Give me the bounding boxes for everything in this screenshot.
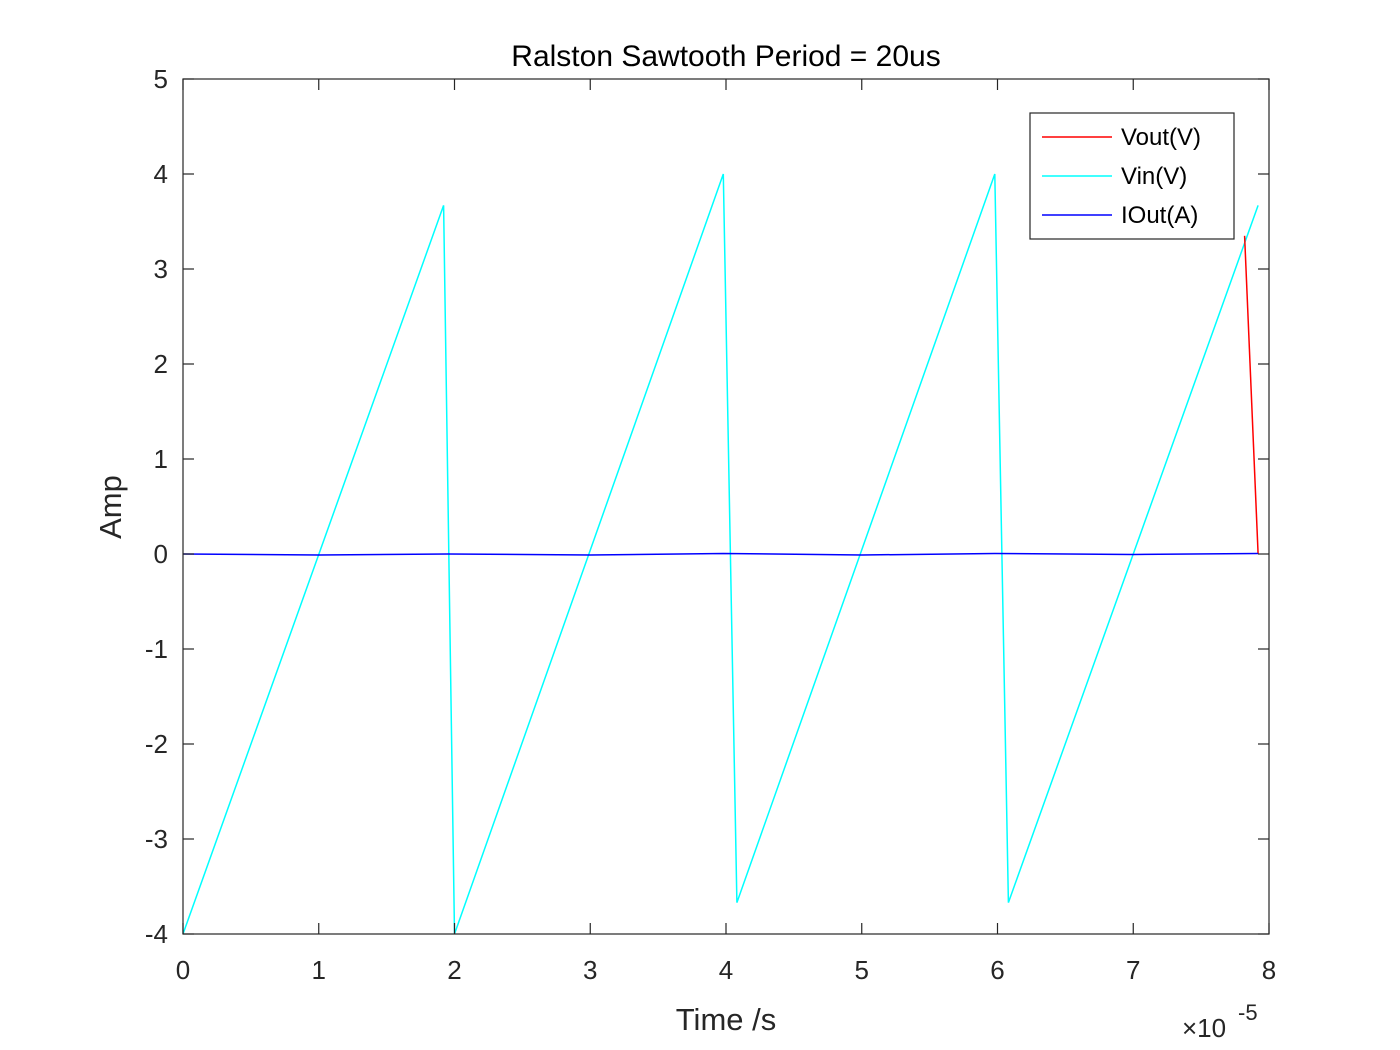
y-tick-label: 0 bbox=[154, 539, 168, 569]
series-line-iout-a bbox=[182, 552, 1259, 556]
legend-entry: Vin(V) bbox=[1042, 163, 1187, 190]
y-tick-label: 2 bbox=[154, 349, 168, 379]
x-tick-label: 8 bbox=[1262, 955, 1276, 985]
y-tick-label: 3 bbox=[154, 254, 168, 284]
y-tick-label: -1 bbox=[145, 634, 168, 664]
series-line-vout-v bbox=[1243, 235, 1259, 555]
series-line-vin-v bbox=[182, 173, 1259, 935]
y-tick-label: -4 bbox=[145, 919, 168, 949]
x-axis-label: Time /s bbox=[676, 1002, 776, 1037]
legend-label-vout: Vout(V) bbox=[1121, 124, 1201, 151]
x-tick-label: 4 bbox=[719, 955, 733, 985]
x-tick-label: 5 bbox=[855, 955, 869, 985]
series-layer bbox=[182, 173, 1259, 935]
x-tick-label: 1 bbox=[312, 955, 326, 985]
x-tick-label: 7 bbox=[1126, 955, 1140, 985]
legend-entry: IOut(A) bbox=[1042, 202, 1198, 229]
x-tick-label: 6 bbox=[990, 955, 1004, 985]
y-axis-label: Amp bbox=[93, 475, 128, 539]
ticks-layer: 0 1 2 3 4 5 6 7 8 -4 -3 -2 -1 0 1 2 3 4 5 bbox=[145, 64, 1276, 985]
x-exponent-label: ×10 -5 bbox=[1182, 1000, 1258, 1043]
x-tick-label: 3 bbox=[583, 955, 597, 985]
y-tick-label: -2 bbox=[145, 729, 168, 759]
legend-label-vin: Vin(V) bbox=[1121, 163, 1187, 190]
legend-label-iout: IOut(A) bbox=[1121, 202, 1198, 229]
y-tick-label: 5 bbox=[154, 64, 168, 94]
legend-entry: Vout(V) bbox=[1042, 124, 1201, 151]
y-tick-label: 1 bbox=[154, 444, 168, 474]
x-tick-label: 2 bbox=[447, 955, 461, 985]
y-tick-label: -3 bbox=[145, 824, 168, 854]
x-exponent-base: ×10 bbox=[1182, 1013, 1226, 1043]
x-tick-label: 0 bbox=[176, 955, 190, 985]
legend: Vout(V) Vin(V) IOut(A) bbox=[1029, 112, 1235, 240]
chart-title: Ralston Sawtooth Period = 20us bbox=[511, 40, 940, 73]
y-tick-label: 4 bbox=[154, 159, 168, 189]
x-exponent-power: -5 bbox=[1238, 1000, 1258, 1025]
